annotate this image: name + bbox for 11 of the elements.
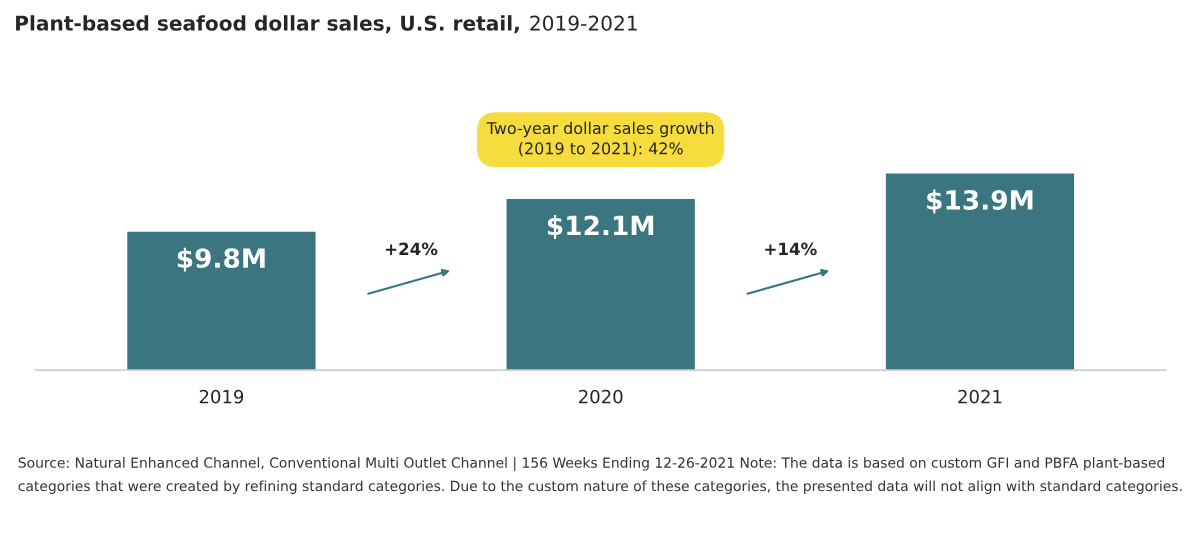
annotation: +24% (385, 242, 438, 256)
data-label: $9.8M (177, 247, 265, 272)
annotation: +14% (765, 242, 817, 256)
x-tick-label: 2020 (579, 389, 623, 404)
x-tick-label: 2021 (958, 389, 1002, 404)
source-note: Source: Natural Enhanced Channel, Conventional Multi Outlet Channel | 156 Weeks Ending 12-26-2021 Note: The data is based on custom GFI and PBFA plant-based categories that were created by refining standard categories. Due to the custom nature of these categories, the presented data will not align with standard categories. (18, 457, 1182, 494)
x-tick-label: 2019 (199, 389, 244, 404)
data-label: $12.1M (547, 215, 654, 239)
text: Two-year dollar sales growth (2019 to 2021): 42% (486, 121, 714, 157)
chart-title: Plant-based seafood dollar sales, U.S. retail, 2019-2021 (16, 15, 637, 34)
data-label: $13.9M (927, 189, 1033, 214)
